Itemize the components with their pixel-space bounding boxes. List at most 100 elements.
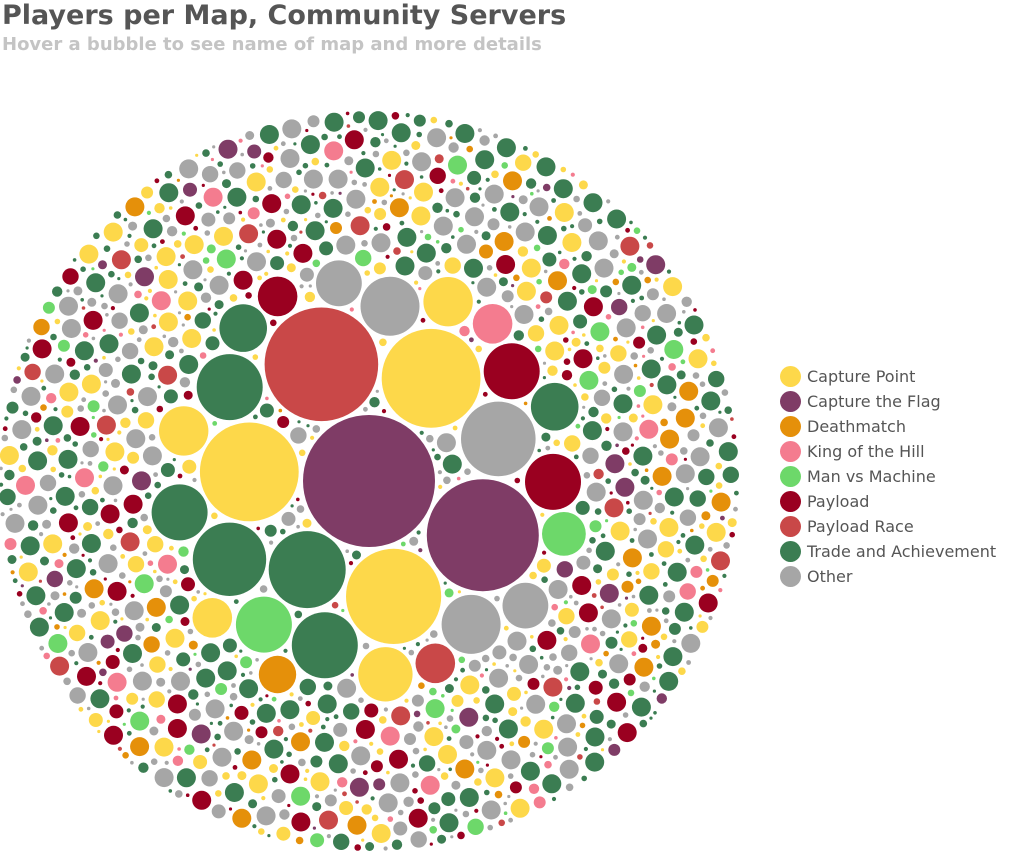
bubble-other[interactable] [200, 292, 212, 303]
bubble-trade-and-achievement[interactable] [259, 125, 279, 144]
bubble-trade-and-achievement[interactable] [0, 482, 4, 487]
bubble-other[interactable] [282, 119, 302, 139]
bubble-other[interactable] [601, 609, 621, 629]
bubble-other[interactable] [111, 312, 128, 329]
bubble-other[interactable] [430, 630, 438, 638]
bubble-other[interactable] [363, 127, 368, 132]
bubble-capture-point[interactable] [91, 486, 100, 495]
bubble-capture-point[interactable] [103, 222, 123, 242]
bubble-capture-the-flag[interactable] [98, 260, 107, 270]
bubble-capture-point[interactable] [654, 277, 659, 282]
bubble-payload[interactable] [617, 723, 637, 743]
bubble-capture-point[interactable] [582, 333, 586, 337]
bubble-capture-the-flag[interactable] [426, 479, 539, 592]
bubble-capture-point[interactable] [628, 462, 632, 466]
bubble-deathmatch[interactable] [449, 136, 453, 140]
bubble-man-vs-machine[interactable] [533, 244, 541, 252]
bubble-other[interactable] [245, 131, 255, 140]
bubble-other[interactable] [477, 128, 482, 133]
bubble-capture-point[interactable] [529, 571, 537, 580]
bubble-other[interactable] [209, 275, 229, 295]
bubble-capture-point[interactable] [458, 181, 463, 186]
bubble-capture-point[interactable] [715, 462, 723, 470]
bubble-capture-point[interactable] [563, 637, 568, 642]
bubble-other[interactable] [503, 801, 508, 806]
bubble-capture-point[interactable] [507, 686, 521, 701]
bubble-deathmatch[interactable] [225, 716, 230, 720]
bubble-king-of-the-hill[interactable] [420, 775, 440, 795]
bubble-trade-and-achievement[interactable] [55, 486, 75, 506]
bubble-other[interactable] [542, 361, 547, 365]
bubble-king-of-the-hill[interactable] [54, 559, 64, 569]
bubble-trade-and-achievement[interactable] [667, 562, 687, 582]
bubble-capture-the-flag[interactable] [183, 182, 197, 197]
bubble-capture-point[interactable] [711, 360, 717, 367]
bubble-capture-point[interactable] [376, 748, 384, 755]
bubble-trade-and-achievement[interactable] [324, 162, 330, 168]
bubble-capture-point[interactable] [547, 365, 558, 376]
bubble-payload[interactable] [305, 128, 309, 133]
bubble-payload-race[interactable] [540, 291, 553, 304]
bubble-trade-and-achievement[interactable] [445, 119, 453, 128]
bubble-capture-point[interactable] [90, 611, 110, 631]
bubble-other[interactable] [10, 386, 18, 394]
bubble-capture-point[interactable] [43, 534, 63, 554]
bubble-other[interactable] [543, 664, 551, 671]
bubble-trade-and-achievement[interactable] [441, 792, 456, 807]
bubble-trade-and-achievement[interactable] [93, 232, 100, 240]
bubble-trade-and-achievement[interactable] [559, 697, 563, 702]
bubble-trade-and-achievement[interactable] [121, 364, 141, 384]
bubble-trade-and-achievement[interactable] [73, 505, 79, 511]
bubble-payload-race[interactable] [391, 706, 411, 726]
bubble-other[interactable] [103, 476, 123, 496]
bubble-trade-and-achievement[interactable] [677, 320, 682, 325]
bubble-capture-point[interactable] [78, 532, 82, 536]
bubble-trade-and-achievement[interactable] [642, 235, 648, 240]
bubble-deathmatch[interactable] [633, 363, 638, 368]
bubble-capture-point[interactable] [169, 545, 174, 551]
bubble-payload[interactable] [104, 725, 123, 745]
bubble-payload[interactable] [588, 680, 603, 695]
bubble-capture-point[interactable] [120, 417, 131, 428]
bubble-other[interactable] [271, 789, 286, 804]
bubble-trade-and-achievement[interactable] [4, 416, 9, 421]
bubble-payload[interactable] [420, 317, 426, 323]
bubble-other[interactable] [267, 186, 273, 191]
bubble-other[interactable] [487, 824, 494, 831]
bubble-capture-point[interactable] [699, 523, 705, 529]
bubble-trade-and-achievement[interactable] [89, 569, 97, 576]
bubble-trade-and-achievement[interactable] [572, 256, 577, 261]
bubble-other[interactable] [565, 664, 569, 668]
bubble-trade-and-achievement[interactable] [718, 410, 722, 414]
bubble-other[interactable] [638, 269, 644, 275]
bubble-man-vs-machine[interactable] [617, 415, 621, 420]
bubble-other[interactable] [647, 608, 652, 613]
bubble-capture-point[interactable] [222, 772, 230, 780]
bubble-other[interactable] [140, 663, 144, 667]
bubble-trade-and-achievement[interactable] [234, 748, 241, 755]
bubble-capture-point[interactable] [430, 116, 438, 124]
bubble-payload[interactable] [364, 703, 379, 718]
legend-item-king-of-the-hill[interactable]: King of the Hill [780, 439, 996, 464]
bubble-man-vs-machine[interactable] [178, 546, 189, 557]
bubble-trade-and-achievement[interactable] [583, 193, 603, 213]
bubble-trade-and-achievement[interactable] [498, 719, 518, 739]
bubble-trade-and-achievement[interactable] [222, 179, 231, 189]
bubble-man-vs-machine[interactable] [212, 421, 218, 426]
bubble-trade-and-achievement[interactable] [453, 210, 460, 218]
bubble-deathmatch[interactable] [711, 492, 731, 512]
bubble-other[interactable] [124, 601, 144, 621]
bubble-trade-and-achievement[interactable] [542, 252, 557, 267]
bubble-other[interactable] [108, 395, 127, 415]
bubble-deathmatch[interactable] [644, 276, 651, 284]
bubble-other[interactable] [444, 725, 448, 729]
bubble-other[interactable] [231, 683, 236, 688]
bubble-capture-point[interactable] [292, 186, 299, 193]
bubble-man-vs-machine[interactable] [633, 227, 641, 234]
bubble-trade-and-achievement[interactable] [268, 531, 346, 609]
bubble-trade-and-achievement[interactable] [574, 684, 581, 691]
bubble-trade-and-achievement[interactable] [484, 668, 489, 672]
bubble-payload-race[interactable] [434, 154, 444, 164]
bubble-other[interactable] [494, 595, 500, 602]
bubble-other[interactable] [98, 554, 118, 574]
